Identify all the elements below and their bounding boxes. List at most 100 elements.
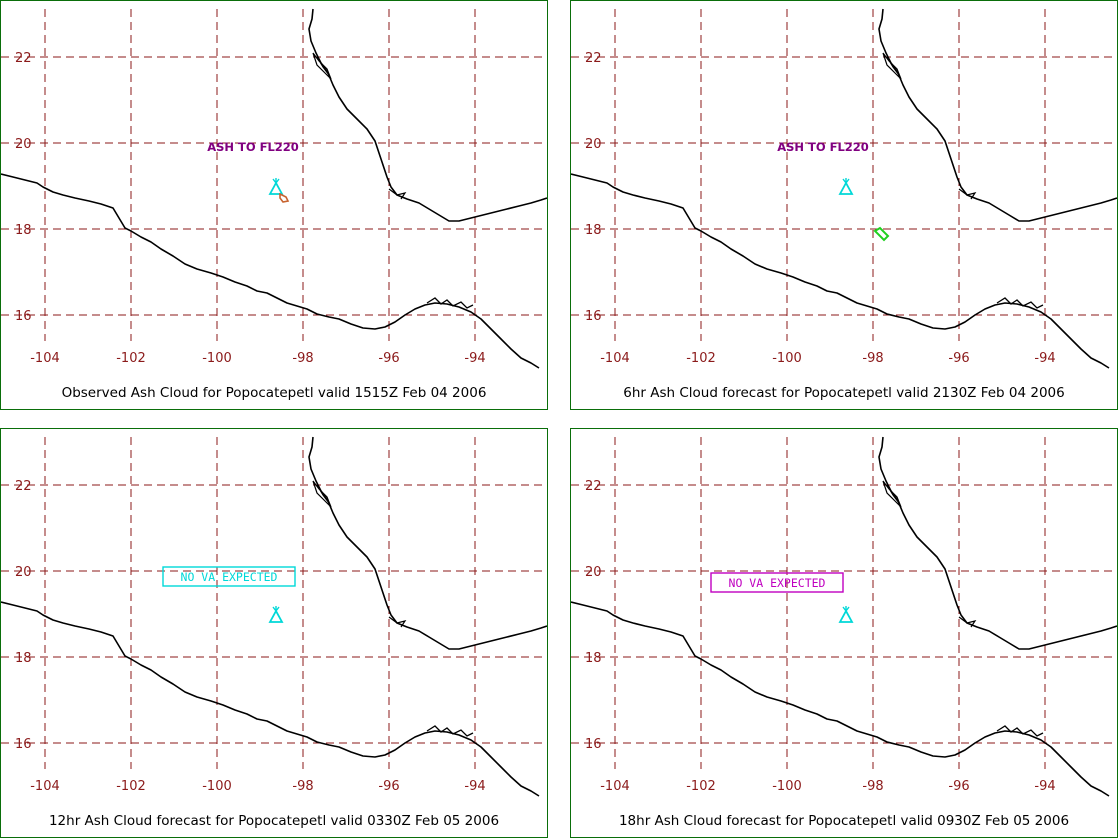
lagoon-outline (996, 725, 1044, 737)
panel-caption: 18hr Ash Cloud forecast for Popocatepetl… (618, 813, 1070, 829)
latitude-tick-label: 22 (585, 51, 602, 66)
longitude-tick-label: -100 (772, 351, 802, 366)
panel-caption: Observed Ash Cloud for Popocatepetl vali… (61, 385, 487, 401)
pacific-coastline (571, 601, 1110, 797)
coastline (1, 8, 547, 369)
ash-cloud-polygon (279, 192, 290, 203)
map-panel-observed: -104 -102 -100 -98 -96 -94 22 20 18 16 ASH TO FL2… (0, 0, 548, 410)
map-panel-12hr: -104 -102 -100 -98 -96 -94 22 20 18 16 NO VA EXPE… (0, 428, 548, 838)
panel-caption: 6hr Ash Cloud forecast for Popocatepetl … (623, 385, 1065, 401)
longitude-tick-label: -94 (1034, 351, 1055, 366)
gulf-coastline (878, 436, 1117, 650)
lagoon-outline (882, 52, 902, 80)
lagoon-outline (958, 188, 977, 200)
latitude-tick-label: 18 (585, 223, 602, 238)
map-panel-6hr: -104 -102 -100 -98 -96 -94 22 20 18 16 ASH TO FL2… (570, 0, 1118, 410)
longitude-tick-label: -104 (30, 351, 60, 366)
no-va-label: NO VA EXPECTED (729, 576, 826, 590)
map-canvas: -104 -102 -100 -98 -96 -94 22 20 18 16 NO VA EXPE… (571, 436, 1117, 797)
longitude-tick-label: -104 (600, 779, 630, 794)
lagoon-outline (996, 297, 1044, 309)
no-va-label: NO VA EXPECTED (181, 570, 278, 584)
latitude-tick-label: 20 (585, 565, 602, 580)
latitude-tick-label: 16 (585, 737, 602, 752)
tick-labels: -104 -102 -100 -98 -96 -94 22 20 18 16 (585, 51, 1056, 366)
coastline (571, 436, 1117, 797)
longitude-tick-label: -100 (772, 779, 802, 794)
latitude-tick-label: 16 (15, 737, 32, 752)
longitude-tick-label: -96 (378, 779, 399, 794)
longitude-tick-label: -98 (292, 779, 313, 794)
no-va-box (162, 566, 296, 587)
graticule (571, 437, 1117, 769)
volcano-icon (268, 606, 284, 623)
map-canvas: -104 -102 -100 -98 -96 -94 22 20 18 16 NO VA EXPE… (1, 436, 547, 797)
lagoon-outline (312, 480, 332, 508)
graticule (571, 9, 1117, 341)
longitude-tick-label: -96 (948, 779, 969, 794)
lagoon-outline (388, 616, 407, 628)
latitude-tick-label: 22 (15, 479, 32, 494)
gulf-coastline (308, 436, 547, 650)
ash-overlay: NO VA EXPECTED (710, 572, 854, 623)
longitude-tick-label: -98 (862, 779, 883, 794)
latitude-tick-label: 20 (585, 137, 602, 152)
latitude-tick-label: 18 (585, 651, 602, 666)
ash-cloud-polygon (873, 226, 890, 242)
ash-overlay: ASH TO FL220 (207, 140, 299, 203)
longitude-tick-label: -94 (464, 779, 485, 794)
longitude-tick-label: -96 (378, 351, 399, 366)
graticule (1, 9, 547, 341)
graticule (1, 437, 547, 769)
longitude-tick-label: -100 (202, 351, 232, 366)
longitude-tick-label: -104 (30, 779, 60, 794)
ash-overlay: NO VA EXPECTED (162, 566, 296, 623)
latitude-tick-label: 22 (585, 479, 602, 494)
longitude-tick-label: -100 (202, 779, 232, 794)
no-va-box (710, 572, 844, 593)
lagoon-outline (426, 297, 474, 309)
lagoon-outline (312, 52, 332, 80)
coastline (1, 436, 547, 797)
longitude-tick-label: -98 (862, 351, 883, 366)
longitude-tick-label: -102 (686, 779, 716, 794)
latitude-tick-label: 18 (15, 651, 32, 666)
pacific-coastline (1, 173, 540, 369)
lagoon-outline (958, 616, 977, 628)
longitude-tick-label: -102 (116, 779, 146, 794)
pacific-coastline (1, 601, 540, 797)
volcano-icon (838, 606, 854, 623)
map-canvas: -104 -102 -100 -98 -96 -94 22 20 18 16 ASH TO FL2… (571, 8, 1117, 369)
ash-height-label: ASH TO FL220 (207, 140, 299, 154)
latitude-tick-label: 22 (15, 51, 32, 66)
ash-overlay: ASH TO FL220 (777, 140, 890, 242)
tick-labels: -104 -102 -100 -98 -96 -94 22 20 18 16 (15, 51, 486, 366)
panel-caption: 12hr Ash Cloud forecast for Popocatepetl… (48, 813, 500, 829)
longitude-tick-label: -102 (116, 351, 146, 366)
map-panel-18hr: -104 -102 -100 -98 -96 -94 22 20 18 16 NO VA EXPE… (570, 428, 1118, 838)
pacific-coastline (571, 173, 1110, 369)
map-canvas: -104 -102 -100 -98 -96 -94 22 20 18 16 ASH TO FL2… (1, 8, 547, 369)
longitude-tick-label: -94 (1034, 779, 1055, 794)
lagoon-outline (882, 480, 902, 508)
tick-labels: -104 -102 -100 -98 -96 -94 22 20 18 16 (585, 479, 1056, 794)
ash-height-label: ASH TO FL220 (777, 140, 869, 154)
coastline (571, 8, 1117, 369)
latitude-tick-label: 18 (15, 223, 32, 238)
latitude-tick-label: 16 (15, 309, 32, 324)
longitude-tick-label: -104 (600, 351, 630, 366)
lagoon-outline (426, 725, 474, 737)
longitude-tick-label: -96 (948, 351, 969, 366)
tick-labels: -104 -102 -100 -98 -96 -94 22 20 18 16 (15, 479, 486, 794)
volcano-icon (838, 178, 854, 195)
latitude-tick-label: 16 (585, 309, 602, 324)
latitude-tick-label: 20 (15, 137, 32, 152)
longitude-tick-label: -94 (464, 351, 485, 366)
gulf-coastline (308, 8, 547, 222)
latitude-tick-label: 20 (15, 565, 32, 580)
volcano-icon (268, 178, 284, 195)
longitude-tick-label: -98 (292, 351, 313, 366)
lagoon-outline (388, 188, 407, 200)
longitude-tick-label: -102 (686, 351, 716, 366)
gulf-coastline (878, 8, 1117, 222)
